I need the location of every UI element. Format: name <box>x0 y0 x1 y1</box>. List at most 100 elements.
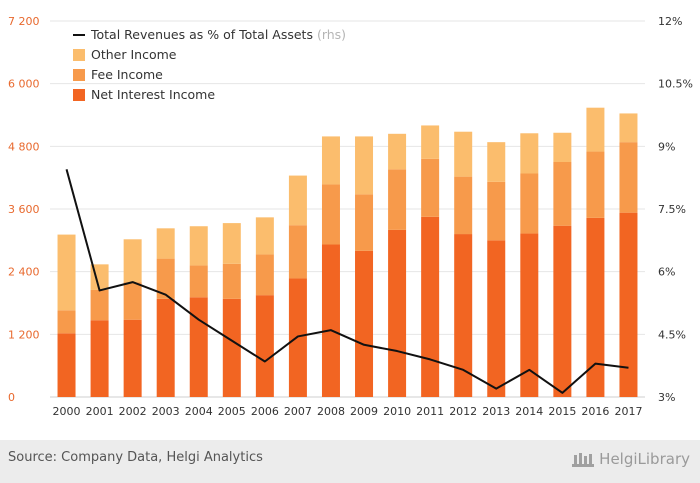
x-axis-tick: 2001 <box>86 405 114 418</box>
y-axis-left-tick: 2 400 <box>8 266 40 279</box>
chart-area: 0 3% 1 200 4.5% 2 400 6% 3 600 7.5% 4 800 9% 6 000… <box>8 15 693 418</box>
bar-segment <box>189 265 208 298</box>
x-axis-tick: 2012 <box>449 405 477 418</box>
bar-segment <box>421 216 440 397</box>
bar-segment <box>487 240 506 397</box>
bar-segment <box>156 298 175 397</box>
y-axis-right-tick: 3% <box>658 391 675 404</box>
bar-segment <box>255 217 274 255</box>
x-axis-tick: 2016 <box>581 405 609 418</box>
y-axis-left-tick: 6 000 <box>8 78 40 91</box>
bar-segment <box>123 239 142 283</box>
x-axis-tick: 2000 <box>53 405 81 418</box>
legend-label: Net Interest Income <box>91 87 215 102</box>
bar-segment <box>553 225 572 397</box>
bar-segment <box>355 136 374 195</box>
revenue-chart: 0 3% 1 200 4.5% 2 400 6% 3 600 7.5% 4 800 9% 6 000… <box>8 15 693 418</box>
bar-segment <box>454 131 473 177</box>
x-axis-tick: 2006 <box>251 405 279 418</box>
bar-segment <box>288 175 307 226</box>
x-axis-tick: 2010 <box>383 405 411 418</box>
bar-segment <box>222 223 241 264</box>
bar-segment <box>388 133 407 170</box>
bar-segment <box>123 319 142 397</box>
bar-segment <box>520 173 539 234</box>
legend-label: Total Revenues as % of Total Assets (rhs… <box>90 27 346 42</box>
x-axis-tick: 2014 <box>515 405 543 418</box>
y-axis-right-tick: 9% <box>658 140 675 153</box>
x-axis-tick: 2005 <box>218 405 246 418</box>
bar-segment <box>421 158 440 217</box>
bar-segment <box>222 298 241 397</box>
bar-segment <box>156 228 175 259</box>
bar-segment <box>586 107 605 152</box>
legend-label: Fee Income <box>91 67 163 82</box>
y-axis-left-tick: 0 <box>8 391 15 404</box>
source-note: Source: Company Data, Helgi Analytics <box>8 450 263 465</box>
bar-segment <box>619 142 638 213</box>
bar-segment <box>57 234 76 311</box>
legend-rhs-note: (rhs) <box>317 27 346 42</box>
y-axis-right-tick: 7.5% <box>658 203 686 216</box>
legend-swatch <box>73 69 85 81</box>
bar-segment <box>454 234 473 397</box>
x-axis-tick: 2013 <box>482 405 510 418</box>
bar-segment <box>553 162 572 226</box>
y-axis-left-tick: 3 600 <box>8 203 40 216</box>
bar-segment <box>255 254 274 296</box>
legend-label: Other Income <box>91 47 177 62</box>
bar-segment <box>586 151 605 218</box>
brand-name: HelgiLibrary <box>599 450 690 468</box>
x-axis-tick: 2009 <box>350 405 378 418</box>
y-axis-left-tick: 1 200 <box>8 328 40 341</box>
brand-logo[interactable]: HelgiLibrary <box>571 449 690 469</box>
bar-segment <box>619 212 638 397</box>
bar-segment <box>321 184 340 245</box>
bar-segment <box>355 250 374 397</box>
bar-segment <box>222 263 241 299</box>
bar-segment <box>388 169 407 230</box>
bar-segment <box>520 233 539 397</box>
bar-segment <box>288 278 307 397</box>
bar-segment <box>454 176 473 235</box>
bar-segment <box>553 132 572 162</box>
x-axis-tick: 2007 <box>284 405 312 418</box>
bar-segment <box>421 125 440 159</box>
bar-segment <box>586 217 605 397</box>
bar-segment <box>123 282 142 320</box>
bar-segment <box>487 181 506 241</box>
x-axis-tick: 2011 <box>416 405 444 418</box>
library-icon <box>572 453 595 467</box>
bar-segment <box>90 289 109 321</box>
x-axis-tick: 2017 <box>614 405 642 418</box>
y-axis-left-tick: 4 800 <box>8 140 40 153</box>
bar-segment <box>520 133 539 174</box>
bar-segment <box>355 194 374 251</box>
y-axis-right-tick: 4.5% <box>658 328 686 341</box>
line-series <box>65 169 629 394</box>
x-axis-tick: 2002 <box>119 405 147 418</box>
legend-swatch <box>73 49 85 61</box>
x-axis-tick: 2008 <box>317 405 345 418</box>
legend-swatch <box>73 89 85 101</box>
footer: Source: Company Data, Helgi Analytics He… <box>0 440 700 483</box>
bar-segment <box>321 136 340 185</box>
y-axis-left-tick: 7 200 <box>8 15 40 28</box>
bar-segment <box>388 229 407 397</box>
bar-segment <box>90 320 109 397</box>
bar-segment <box>189 297 208 397</box>
y-axis-right-tick: 10.5% <box>658 78 693 91</box>
bar-segment <box>487 142 506 182</box>
x-axis-tick: 2015 <box>548 405 576 418</box>
x-axis-tick: 2004 <box>185 405 213 418</box>
bar-segment <box>619 113 638 143</box>
bar-segment <box>57 333 76 397</box>
bar-segment <box>255 295 274 397</box>
bar-segment <box>321 244 340 397</box>
y-axis-right-tick: 12% <box>658 15 682 28</box>
x-axis-tick: 2003 <box>152 405 180 418</box>
bar-segment <box>57 310 76 334</box>
bar-segment <box>288 225 307 279</box>
bar-segment <box>189 226 208 266</box>
y-axis-right-tick: 6% <box>658 266 675 279</box>
